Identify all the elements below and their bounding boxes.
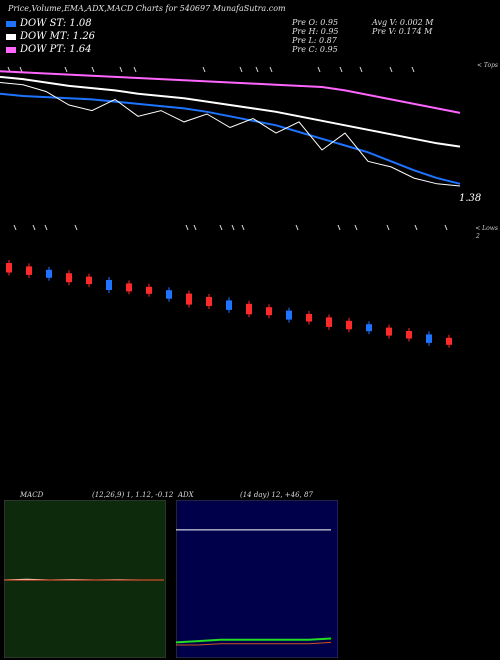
ema-series-line-2 — [0, 70, 461, 114]
low-tick-13 — [414, 224, 418, 231]
stat-avg-volume: Avg V: 0.002 M — [372, 18, 434, 27]
stats-left: Pre O: 0.95 Pre H: 0.95 Pre L: 0.87 Pre … — [292, 18, 339, 54]
adx-background — [176, 500, 338, 658]
low-tick-11 — [354, 224, 358, 231]
low-tick-5 — [193, 224, 197, 231]
adx-series-line-1 — [176, 637, 332, 644]
tops-tag: < Tops — [476, 62, 498, 69]
candle-body-0 — [6, 263, 12, 273]
macd-lines — [4, 578, 164, 581]
top-tick-5 — [133, 66, 137, 73]
candle-body-14 — [286, 310, 292, 320]
candle-body-19 — [386, 327, 392, 336]
top-tick-7 — [239, 66, 243, 73]
legend-swatch-mt — [6, 33, 16, 40]
lows-ticks — [13, 224, 448, 231]
candle-chart — [6, 260, 452, 348]
adx-lines — [176, 529, 332, 646]
candle-body-17 — [346, 320, 352, 330]
candle-body-2 — [46, 269, 52, 278]
low-tick-4 — [185, 224, 189, 231]
candle-body-20 — [406, 331, 412, 339]
tops-ticks — [7, 66, 415, 73]
ema-series-line-1 — [0, 75, 461, 148]
stat-pre-high: Pre H: 0.95 — [292, 27, 339, 36]
low-tick-7 — [231, 224, 235, 231]
low-tick-10 — [337, 224, 341, 231]
stat-pre-low: Pre L: 0.87 — [292, 36, 337, 45]
candle-body-13 — [266, 307, 272, 316]
macd-panel — [4, 500, 166, 658]
candle-body-3 — [66, 273, 72, 283]
candle-body-15 — [306, 314, 312, 322]
low-tick-0 — [13, 224, 17, 231]
candle-body-4 — [86, 276, 92, 285]
adx-title: ADX — [178, 491, 194, 499]
candle-body-16 — [326, 317, 332, 327]
top-tick-9 — [269, 66, 273, 73]
macd-title: MACD — [20, 491, 44, 499]
adx-panel — [176, 500, 338, 658]
top-tick-4 — [119, 66, 123, 73]
top-tick-3 — [91, 66, 95, 73]
stats-right: Avg V: 0.002 M Pre V: 0.174 M — [372, 18, 433, 36]
ema-lines — [0, 70, 461, 187]
top-tick-8 — [255, 66, 259, 73]
candle-body-12 — [246, 303, 252, 315]
top-tick-2 — [64, 66, 68, 73]
stat-pre-open: Pre O: 0.95 — [292, 18, 339, 27]
candle-body-6 — [126, 283, 132, 292]
lows-tag: < Lows — [475, 225, 498, 232]
low-tick-8 — [241, 224, 245, 231]
legend: DOW ST: 1.08 DOW MT: 1.26 DOW PT: 1.64 — [6, 17, 95, 56]
candle-body-9 — [186, 293, 192, 305]
top-tick-12 — [359, 66, 363, 73]
top-tick-10 — [317, 66, 321, 73]
legend-item-st: DOW ST: 1.08 — [6, 17, 95, 30]
low-tick-1 — [32, 224, 36, 231]
legend-swatch-st — [6, 20, 16, 27]
candle-body-18 — [366, 324, 372, 332]
legend-swatch-pt — [6, 46, 16, 53]
candle-body-7 — [146, 286, 152, 294]
low-tick-6 — [219, 224, 223, 231]
price-ema-chart — [0, 66, 461, 187]
ema-series-line-3 — [0, 82, 461, 187]
low-tick-12 — [386, 224, 390, 231]
legend-label-st: DOW ST: 1.08 — [20, 18, 92, 29]
adx-series-line-2 — [176, 641, 332, 646]
candles — [6, 260, 452, 348]
low-tick-2 — [44, 224, 48, 231]
top-tick-11 — [339, 66, 343, 73]
lows-ticks-strip — [13, 224, 448, 231]
legend-label-mt: DOW MT: 1.26 — [20, 31, 96, 42]
top-tick-6 — [202, 66, 206, 73]
candle-body-8 — [166, 290, 172, 299]
stat-pre-close: Pre C: 0.95 — [292, 45, 338, 54]
candle-body-21 — [426, 334, 432, 343]
legend-item-mt: DOW MT: 1.26 — [6, 30, 95, 43]
top-tick-13 — [389, 66, 393, 73]
legend-label-pt: DOW PT: 1.64 — [20, 44, 92, 55]
legend-item-pt: DOW PT: 1.64 — [6, 43, 95, 56]
top-tick-1 — [19, 66, 23, 73]
macd-params: (12,26,9) 1, 1.12, -0.12 — [92, 491, 174, 499]
adx-params: (14 day) 12, +46, 87 — [240, 491, 313, 499]
candle-body-11 — [226, 300, 232, 310]
candle-body-10 — [206, 297, 212, 306]
candle-body-1 — [26, 266, 32, 275]
candle-body-22 — [446, 337, 452, 345]
low-tick-14 — [444, 224, 448, 231]
candle-body-5 — [106, 280, 112, 290]
ema-series-line-0 — [0, 92, 461, 185]
last-price-label: 1.38 — [459, 193, 482, 204]
chart-title: Price,Volume,EMA,ADX,MACD Charts for 540… — [8, 4, 286, 13]
low-tick-3 — [74, 224, 78, 231]
top-tick-14 — [411, 66, 415, 73]
stat-pre-volume: Pre V: 0.174 M — [372, 27, 433, 36]
low-tick-9 — [295, 224, 299, 231]
lows-count: 2 — [476, 233, 480, 240]
